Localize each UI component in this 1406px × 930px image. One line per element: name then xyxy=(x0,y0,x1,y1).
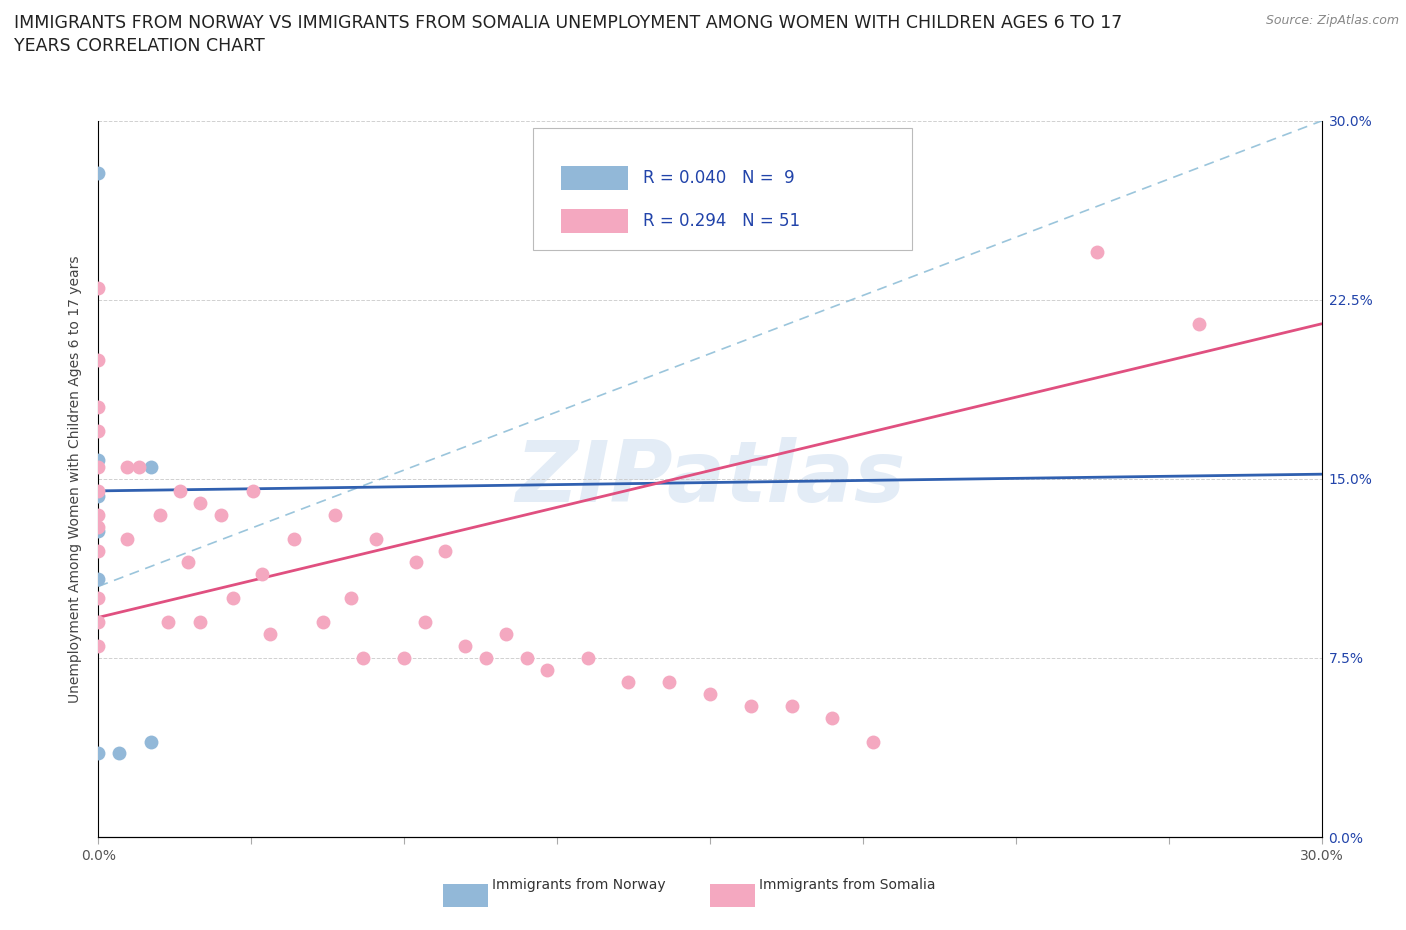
Text: ZIPatlas: ZIPatlas xyxy=(515,437,905,521)
Point xyxy=(312,615,335,630)
Bar xyxy=(561,166,628,190)
Point xyxy=(1085,245,1108,259)
Point xyxy=(87,352,110,367)
Point xyxy=(259,627,281,642)
Text: Immigrants from Somalia: Immigrants from Somalia xyxy=(759,878,936,893)
Text: Source: ZipAtlas.com: Source: ZipAtlas.com xyxy=(1265,14,1399,27)
Point xyxy=(87,524,110,538)
Point xyxy=(188,615,212,630)
Y-axis label: Unemployment Among Women with Children Ages 6 to 17 years: Unemployment Among Women with Children A… xyxy=(69,255,83,703)
Point xyxy=(87,519,110,534)
Point xyxy=(340,591,363,605)
Point xyxy=(250,567,273,582)
Text: YEARS CORRELATION CHART: YEARS CORRELATION CHART xyxy=(14,37,264,55)
Point xyxy=(617,674,640,689)
Point xyxy=(495,627,517,642)
Text: R = 0.040   N =  9: R = 0.040 N = 9 xyxy=(643,169,794,187)
Point xyxy=(87,459,110,474)
Point xyxy=(454,639,477,654)
Point xyxy=(87,400,110,415)
Point xyxy=(128,459,150,474)
Point xyxy=(658,674,681,689)
Point xyxy=(323,508,346,523)
Text: Immigrants from Norway: Immigrants from Norway xyxy=(492,878,665,893)
Point xyxy=(516,651,538,666)
Point xyxy=(87,166,110,180)
Point xyxy=(87,572,110,587)
Point xyxy=(87,591,110,605)
Point xyxy=(141,734,163,749)
Point xyxy=(87,543,110,558)
Point xyxy=(699,686,721,701)
Point xyxy=(474,651,498,666)
Point xyxy=(405,555,427,570)
Point xyxy=(862,734,884,749)
FancyBboxPatch shape xyxy=(533,128,912,250)
Point xyxy=(821,711,844,725)
Point xyxy=(392,651,416,666)
Text: R = 0.294   N = 51: R = 0.294 N = 51 xyxy=(643,212,800,230)
Point xyxy=(1188,316,1211,331)
Point xyxy=(364,531,387,546)
Point xyxy=(283,531,305,546)
Text: IMMIGRANTS FROM NORWAY VS IMMIGRANTS FROM SOMALIA UNEMPLOYMENT AMONG WOMEN WITH : IMMIGRANTS FROM NORWAY VS IMMIGRANTS FRO… xyxy=(14,14,1122,32)
Point xyxy=(87,746,110,761)
Point xyxy=(87,639,110,654)
Point xyxy=(536,662,558,677)
Point xyxy=(87,424,110,439)
Point xyxy=(141,459,163,474)
Point xyxy=(115,459,138,474)
Point xyxy=(87,615,110,630)
Point xyxy=(87,484,110,498)
Point xyxy=(108,746,131,761)
Point xyxy=(87,508,110,523)
Point xyxy=(434,543,457,558)
Point xyxy=(149,508,172,523)
Point xyxy=(413,615,436,630)
Point xyxy=(87,452,110,467)
Point xyxy=(156,615,179,630)
Bar xyxy=(561,209,628,233)
Point xyxy=(222,591,245,605)
Point xyxy=(177,555,200,570)
Point xyxy=(87,281,110,296)
Point xyxy=(188,496,212,511)
Point xyxy=(780,698,803,713)
Point xyxy=(352,651,374,666)
Point xyxy=(115,531,138,546)
Point xyxy=(169,484,191,498)
Point xyxy=(87,488,110,503)
Point xyxy=(576,651,599,666)
Point xyxy=(209,508,232,523)
Point xyxy=(242,484,264,498)
Point xyxy=(740,698,762,713)
